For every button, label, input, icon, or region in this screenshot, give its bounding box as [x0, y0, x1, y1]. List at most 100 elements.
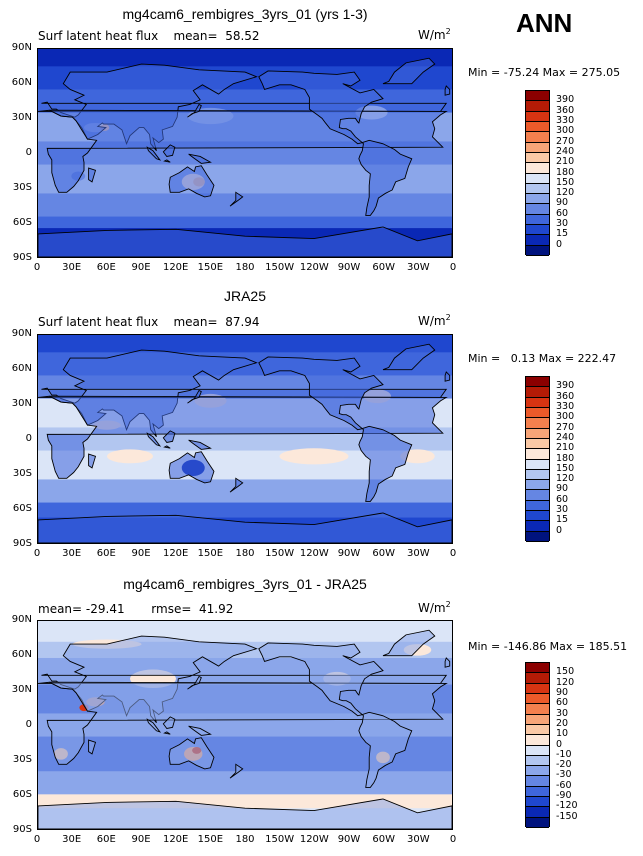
panel-title: mg4cam6_rembigres_3yrs_01 - JRA25: [123, 576, 367, 592]
colorbar-tick-label: 0: [556, 524, 563, 536]
longitude-tick-label: 0: [449, 548, 457, 559]
longitude-tick-label: 60E: [96, 834, 116, 845]
coastline: [162, 716, 176, 729]
colorbar-swatch: [526, 101, 549, 112]
colorbar-tick-label: 150: [556, 666, 575, 678]
panel-title: JRA25: [223, 288, 267, 304]
latitude-tick-label: 0: [25, 147, 32, 158]
coastline: [229, 763, 244, 779]
colorbar: [525, 90, 550, 256]
contour-band: [38, 621, 452, 643]
coastline: [258, 70, 384, 145]
colorbar-tick-label: 120: [556, 676, 575, 688]
latitude-tick-label: 30S: [12, 468, 32, 479]
colorbar-swatch: [526, 480, 549, 491]
units-label: W/m2: [418, 313, 451, 328]
colorbar-swatch: [526, 387, 549, 398]
colorbar-tick-label: 210: [556, 442, 575, 454]
colorbar-tick-label: 360: [556, 104, 575, 116]
coastline: [168, 737, 215, 770]
longitude-tick-label: 150W: [265, 262, 295, 273]
colorbar-swatch: [526, 745, 549, 756]
longitude-tick-label: 150E: [197, 834, 224, 845]
colorbar-swatch: [526, 766, 549, 777]
longitude-tick-label: 30W: [407, 834, 430, 845]
longitude-tick-label: 120W: [299, 262, 329, 273]
colorbar-swatch: [526, 531, 549, 542]
colorbar-tick-label: 270: [556, 135, 575, 147]
coastline: [168, 451, 215, 484]
longitude-tick-label: 150E: [197, 262, 224, 273]
longitude-tick-label: 60E: [96, 548, 116, 559]
min-max-label: Min = -75.24 Max = 275.05: [468, 66, 621, 79]
longitude-tick-label: 30E: [62, 262, 82, 273]
longitude-tick-label: 90W: [337, 262, 361, 273]
contour-band: [38, 49, 452, 67]
latitude-tick-label: 60N: [11, 649, 32, 660]
longitude-tick-label: 30E: [62, 834, 82, 845]
units-label: W/m2: [418, 27, 451, 42]
colorbar-tick-label: 390: [556, 380, 575, 392]
coastline: [162, 144, 176, 157]
contour-band: [38, 216, 452, 229]
colorbar-tick-label: 180: [556, 166, 575, 178]
colorbar-swatch: [526, 797, 549, 808]
latitude-tick-label: 90N: [11, 328, 32, 339]
colorbar-tick-label: -150: [556, 810, 578, 822]
colorbar-tick-label: 30: [556, 707, 569, 719]
contour-band: [38, 193, 452, 218]
colorbar-tick-label: 150: [556, 462, 575, 474]
colorbar-swatch: [526, 521, 549, 532]
colorbar-swatch: [526, 377, 549, 388]
coastline: [382, 629, 436, 657]
colorbar-tick-label: -30: [556, 769, 572, 781]
coastline: [188, 725, 212, 736]
latitude-tick-label: 0: [25, 719, 32, 730]
longitude-tick-label: 0: [449, 262, 457, 273]
longitude-tick-label: 0: [449, 834, 457, 845]
colorbar-swatch: [526, 121, 549, 133]
coastline: [163, 731, 171, 735]
colorbar-swatch: [526, 438, 549, 450]
latitude-tick-label: 60S: [12, 503, 32, 514]
longitude-tick-label: 150W: [265, 548, 295, 559]
colorbar-swatch: [526, 663, 549, 674]
longitude-tick-label: 60E: [96, 262, 116, 273]
latitude-tick-label: 60S: [12, 789, 32, 800]
longitude-tick-label: 90W: [337, 834, 361, 845]
latitude-tick-label: 30S: [12, 754, 32, 765]
latitude-tick-label: 90N: [11, 614, 32, 625]
latitude-tick-label: 90S: [12, 538, 32, 549]
colorbar-tick-label: 240: [556, 145, 575, 157]
longitude-tick-label: 120W: [299, 834, 329, 845]
colorbar-swatch: [526, 683, 549, 694]
colorbar-tick-label: 270: [556, 421, 575, 433]
latitude-tick-label: 60S: [12, 217, 32, 228]
coastline: [38, 512, 452, 543]
colorbar-swatch: [526, 163, 549, 174]
longitude-tick-label: 120W: [299, 548, 329, 559]
panel-subtitle: mean= -29.41 rmse= 41.92: [38, 602, 234, 616]
coastline: [258, 642, 384, 717]
colorbar-tick-label: 180: [556, 452, 575, 464]
colorbar-tick-label: -90: [556, 790, 572, 802]
colorbar-tick-label: 90: [556, 197, 569, 209]
coastline: [88, 167, 97, 183]
latitude-tick-label: 90N: [11, 42, 32, 53]
coastline: [146, 432, 162, 447]
contour-region: [279, 448, 349, 465]
longitude-tick-label: 150W: [265, 834, 295, 845]
coastline: [146, 146, 162, 161]
colorbar-tick-label: 15: [556, 514, 569, 526]
longitude-tick-label: 180: [235, 262, 255, 273]
colorbar-tick-label: 10: [556, 728, 569, 740]
latitude-tick-label: 30N: [11, 398, 32, 409]
colorbar-swatch: [526, 673, 549, 684]
colorbar-swatch: [526, 235, 549, 246]
coastline: [188, 153, 212, 164]
season-label: ANN: [516, 8, 573, 38]
colorbar-swatch: [526, 142, 549, 153]
min-max-label: Min = 0.13 Max = 222.47: [468, 352, 617, 365]
colorbar-tick-label: 120: [556, 187, 575, 199]
colorbar-tick-label: 20: [556, 717, 569, 729]
